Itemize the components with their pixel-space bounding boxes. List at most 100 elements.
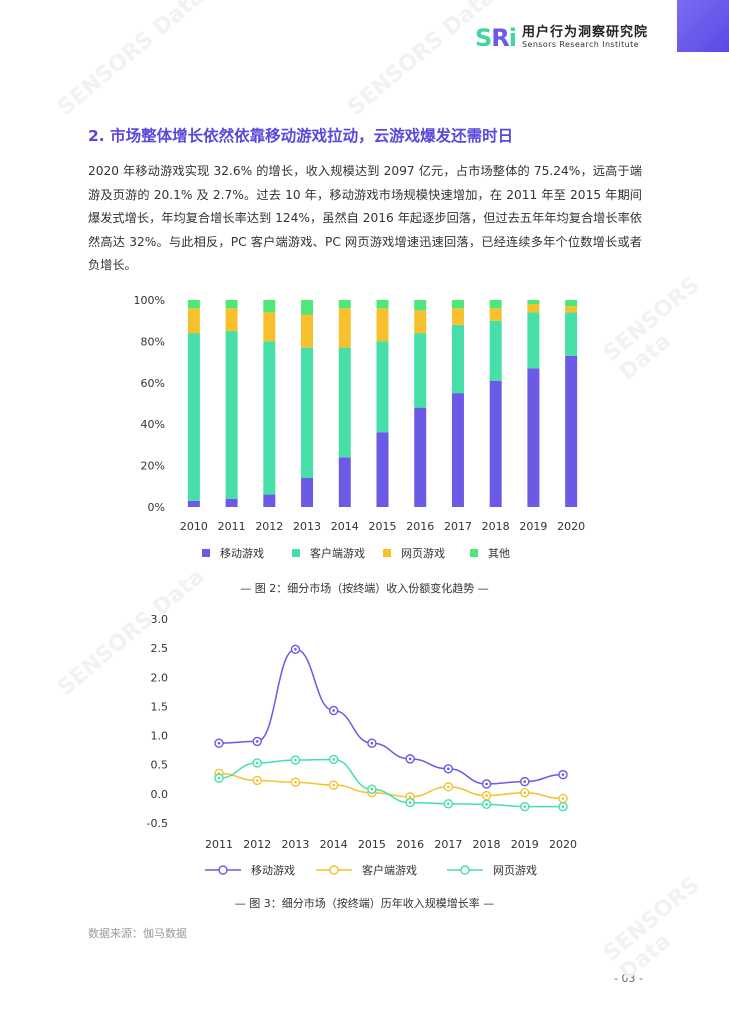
series-line (218, 758, 563, 808)
legend-swatch (202, 549, 210, 557)
bar-segment (565, 306, 578, 313)
x-tick-label: 2018 (482, 520, 510, 533)
page-number: - 03 - (614, 972, 643, 985)
bar-segment (451, 393, 464, 507)
bar-segment (414, 300, 427, 311)
bar-segment (338, 308, 351, 348)
x-tick-label: 2020 (557, 520, 585, 533)
bar-segment (376, 300, 389, 309)
line-chart: -0.5 0.0 0.5 1.0 1.5 2.0 2.5 3.0 2011 2012 2013 201… (147, 613, 577, 877)
y-tick-label: 0.0 (151, 788, 169, 801)
x-tick-label: 2016 (396, 838, 424, 851)
data-point-center (255, 761, 259, 765)
y-tick-label: 1.0 (151, 730, 169, 743)
bar-segment (187, 308, 200, 334)
figure3-caption: — 图 3：细分市场（按终端）历年收入规模增长率 — (234, 897, 495, 910)
y-tick-label: 20% (141, 460, 165, 473)
bar-segment (565, 300, 578, 307)
bar-segment (263, 341, 276, 495)
x-tick-label: 2019 (519, 520, 547, 533)
data-point-center (217, 776, 221, 780)
x-tick-label: 2013 (293, 520, 321, 533)
x-tick-label: 2011 (205, 838, 233, 851)
data-point-center (523, 791, 527, 794)
legend-label: 网页游戏 (401, 547, 445, 560)
data-point-center (217, 741, 221, 745)
x-tick-label: 2017 (444, 520, 472, 533)
data-point-center (294, 648, 297, 651)
bar-segment (527, 368, 540, 507)
bar-segment (527, 304, 540, 313)
bar-segment (527, 312, 540, 369)
y-tick-label: 0.5 (151, 759, 169, 772)
data-point-center (370, 741, 374, 745)
data-point-center (523, 780, 527, 783)
y-tick-label: 80% (141, 335, 165, 348)
data-point-center (561, 773, 565, 776)
bar-segment (338, 347, 351, 458)
x-tick-label: 2015 (369, 520, 397, 533)
data-point-center (447, 767, 450, 771)
section-heading: 2. 市场整体增长依然依靠移动游戏拉动，云游戏爆发还需时日 (88, 127, 514, 145)
data-point-center (294, 780, 297, 784)
y-tick-label: 1.5 (151, 700, 169, 713)
bar-segment (489, 380, 502, 507)
bar-segment (263, 312, 276, 342)
x-tick-label: 2020 (549, 838, 577, 851)
watermark: SENSORS Data (343, 0, 500, 121)
bar-segment (301, 347, 314, 479)
bar-segment (225, 300, 238, 309)
bar-segment (187, 500, 200, 507)
x-tick-label: 2014 (331, 520, 359, 533)
data-point-center (447, 802, 450, 806)
data-point-center (255, 740, 259, 743)
data-point-center (408, 795, 412, 799)
data-point-center (561, 797, 565, 800)
bar-segment (451, 324, 464, 394)
x-tick-label: 2013 (281, 838, 309, 851)
y-tick-label: -0.5 (147, 817, 168, 830)
y-tick-label: 3.0 (151, 613, 169, 626)
x-tick-label: 2010 (180, 520, 208, 533)
legend-marker (460, 865, 470, 875)
data-point-center (523, 805, 527, 808)
data-point-center (370, 787, 374, 791)
y-tick-label: 40% (141, 418, 165, 431)
y-tick-label: 60% (141, 377, 165, 390)
x-tick-label: 2015 (358, 838, 386, 851)
data-point-center (485, 782, 488, 786)
legend-label: 移动游戏 (251, 864, 295, 877)
x-tick-label: 2014 (320, 838, 348, 851)
data-point-center (332, 758, 335, 761)
legend-swatch (292, 549, 300, 557)
series-line (218, 648, 564, 785)
figure2-caption: — 图 2：细分市场（按终端）收入份额变化趋势 — (240, 582, 489, 595)
data-point-center (255, 779, 259, 782)
data-point-center (294, 758, 297, 762)
legend-marker (329, 865, 339, 875)
bar-segment (225, 331, 238, 499)
data-point-center (485, 794, 488, 797)
bar-segment (263, 300, 276, 313)
logo-mark: SRi (475, 24, 517, 52)
logo-title-cn: 用户行为洞察研究院 (522, 25, 649, 41)
bar-segment (301, 300, 314, 315)
bar-segment (414, 310, 427, 334)
bar-segment (414, 407, 427, 507)
bar-segment (225, 498, 238, 507)
bar-segment (338, 300, 351, 309)
x-tick-label: 2012 (255, 520, 283, 533)
bar-segment (338, 457, 351, 507)
y-tick-label: 100% (134, 294, 165, 307)
data-point-center (408, 801, 412, 804)
bar-segment (489, 320, 502, 381)
legend-label: 客户端游戏 (362, 863, 417, 877)
bar-segment (489, 300, 502, 309)
corner-accent (677, 0, 729, 52)
bar-segment (565, 355, 578, 507)
legend-label: 网页游戏 (493, 864, 537, 877)
x-tick-label: 2016 (406, 520, 434, 533)
x-tick-label: 2018 (473, 838, 501, 851)
bar-segment (263, 494, 276, 507)
bar-segment (301, 314, 314, 348)
